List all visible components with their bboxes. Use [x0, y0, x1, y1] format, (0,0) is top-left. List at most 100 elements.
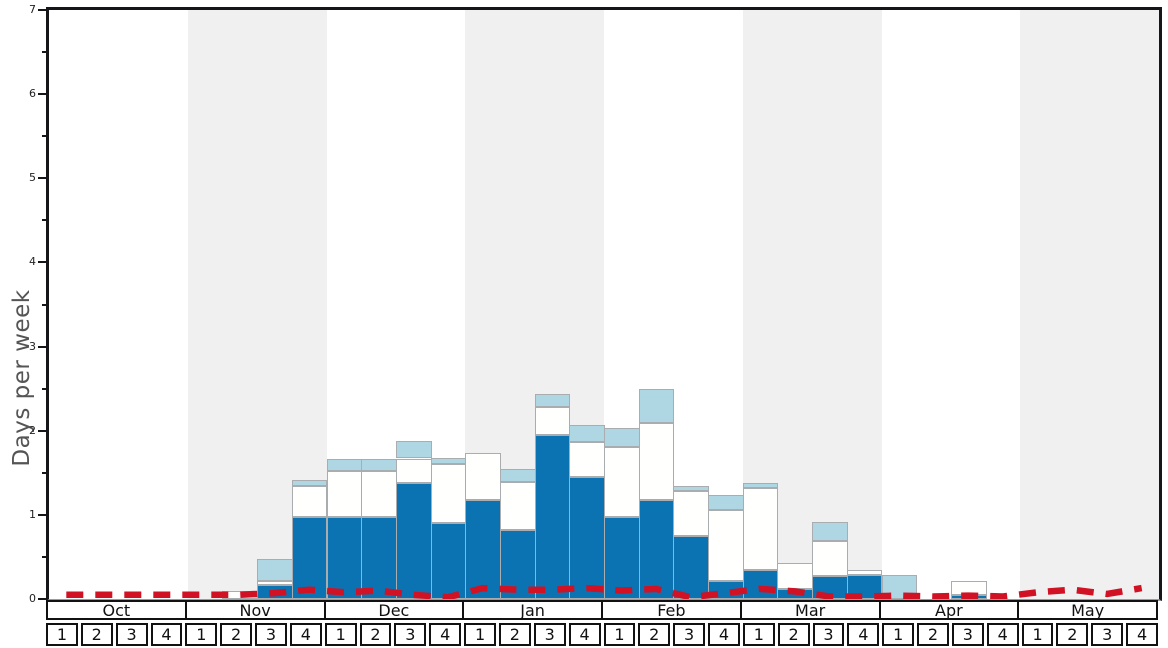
dark-blue-bottom-segment [291, 517, 328, 599]
week-number-cell: 3 [812, 623, 845, 646]
week-number-cell: 3 [394, 623, 427, 646]
white-middle-segment [742, 487, 779, 570]
week-number-cell: 2 [1056, 623, 1089, 646]
week-number-cell: 1 [742, 623, 775, 646]
dark-blue-bottom-segment [534, 434, 571, 599]
week-number-cell: 3 [673, 623, 706, 646]
month-band-apr [882, 10, 1021, 599]
week-number-cell: 4 [289, 623, 322, 646]
white-middle-segment [708, 509, 744, 582]
y-tick-label: 0 [29, 592, 36, 605]
light-blue-top-segment [534, 393, 571, 408]
dark-blue-bottom-segment [499, 530, 536, 599]
y-minor-tick [42, 555, 46, 558]
white-middle-segment [291, 486, 328, 518]
y-major-tick [38, 9, 46, 11]
week-number-cell: 2 [220, 623, 253, 646]
dark-blue-bottom-segment [812, 576, 848, 599]
month-label-may: May [1017, 600, 1158, 620]
dark-blue-bottom-segment [257, 584, 293, 599]
y-major-tick [38, 177, 46, 180]
light-blue-top-segment [257, 559, 293, 581]
dark-blue-bottom-segment [430, 523, 467, 599]
y-tick-label: 7 [29, 3, 36, 16]
white-middle-segment [465, 453, 501, 500]
month-axis-row: Oct Nov Dec Jan Feb Mar Apr May [46, 600, 1158, 620]
y-tick-label: 2 [29, 423, 36, 437]
y-axis-label: Days per week [9, 289, 35, 467]
dark-blue-bottom-segment [708, 581, 744, 599]
dark-blue-bottom-segment [777, 588, 814, 599]
white-middle-segment [222, 590, 259, 599]
y-major-tick [38, 598, 46, 600]
white-middle-segment [534, 407, 571, 435]
white-middle-segment [257, 580, 293, 585]
y-major-tick [38, 429, 46, 432]
week-number-cell: 4 [847, 623, 880, 646]
month-label-jan: Jan [462, 600, 603, 620]
light-blue-top-segment [499, 469, 536, 483]
week-number-cell: 3 [1091, 623, 1124, 646]
week-number-cell: 4 [150, 623, 183, 646]
light-blue-top-segment [604, 428, 640, 447]
y-tick-label: 5 [29, 171, 36, 185]
week-number-cell: 1 [185, 623, 218, 646]
week-number-cell: 2 [80, 623, 113, 646]
week-number-cell: 4 [1126, 623, 1158, 646]
light-blue-top-segment [673, 486, 710, 492]
white-middle-segment [499, 482, 536, 530]
week-number-cell: 1 [324, 623, 357, 646]
light-blue-top-segment [569, 424, 605, 442]
dark-blue-bottom-segment [950, 594, 987, 599]
y-minor-tick [42, 51, 46, 54]
week-number-cell: 3 [951, 623, 984, 646]
week-number-cell: 1 [46, 623, 78, 646]
dark-blue-bottom-segment [742, 569, 779, 599]
white-middle-segment [395, 458, 432, 483]
chart-plot-area [46, 7, 1162, 601]
light-blue-top-segment [881, 575, 918, 599]
dark-blue-bottom-segment [846, 575, 883, 599]
month-label-feb: Feb [601, 600, 742, 620]
month-band-oct [49, 10, 188, 599]
dark-blue-bottom-segment [673, 535, 710, 599]
light-blue-top-segment [361, 458, 397, 472]
white-middle-segment [846, 570, 883, 576]
white-middle-segment [638, 423, 675, 500]
dark-blue-bottom-segment [395, 482, 432, 599]
y-tick-label: 6 [29, 87, 36, 101]
light-blue-top-segment [291, 480, 328, 487]
y-minor-tick [42, 387, 46, 390]
week-number-cell: 2 [498, 623, 531, 646]
y-minor-tick [42, 219, 46, 222]
white-middle-segment [326, 471, 363, 518]
light-blue-top-segment [326, 458, 363, 472]
week-number-cell: 2 [917, 623, 949, 646]
week-number-cell: 4 [568, 623, 601, 646]
week-number-cell: 3 [115, 623, 148, 646]
light-blue-top-segment [742, 482, 779, 488]
week-number-cell: 1 [882, 623, 915, 646]
week-number-cell: 4 [429, 623, 462, 646]
week-number-cell: 2 [359, 623, 392, 646]
month-band-may [1020, 10, 1159, 599]
white-middle-segment [430, 464, 467, 524]
white-middle-segment [673, 491, 710, 536]
y-major-tick [38, 345, 46, 348]
white-middle-segment [569, 441, 605, 477]
month-label-nov: Nov [184, 600, 326, 620]
white-middle-segment [950, 580, 987, 595]
y-tick-label: 1 [29, 507, 36, 521]
y-minor-tick [42, 303, 46, 306]
week-number-cell: 3 [255, 623, 287, 646]
month-label-oct: Oct [46, 600, 187, 620]
white-middle-segment [812, 540, 848, 577]
week-number-cell: 2 [777, 623, 810, 646]
dark-blue-bottom-segment [569, 477, 605, 599]
month-label-apr: Apr [878, 600, 1020, 620]
y-major-tick [38, 513, 46, 516]
light-blue-top-segment [395, 440, 432, 459]
y-minor-tick [42, 471, 46, 474]
